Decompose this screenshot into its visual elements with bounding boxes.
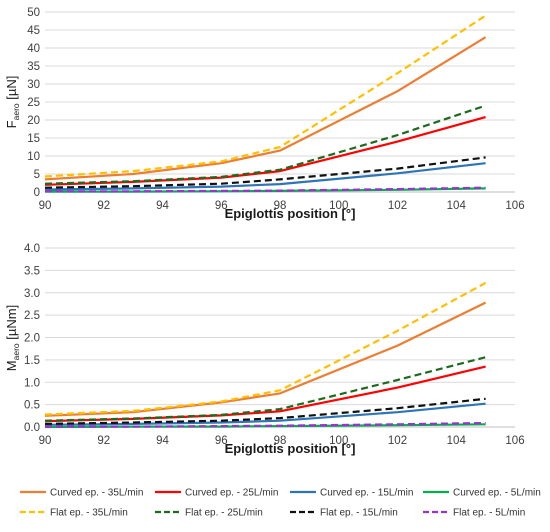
x-tick-label: 104: [447, 435, 467, 447]
y-tick-label: 3.0: [24, 288, 40, 300]
series-line-curved-ep-25l-min: [44, 116, 486, 186]
x-tick-label: 94: [156, 435, 169, 447]
y-axis-title: Faero [µN]: [4, 76, 21, 129]
legend-entry-label: Flat ep. - 5L/min: [453, 508, 525, 519]
x-tick-label: 102: [388, 200, 407, 212]
series-line-curved-ep-15l-min: [44, 402, 486, 426]
x-axis-title: Epiglottis position [°]: [225, 441, 356, 456]
y-tick-label: 3.5: [24, 265, 40, 277]
series-line-curved-ep-35l-min: [44, 301, 487, 417]
y-axis-title-unit: [µNm]: [4, 305, 19, 344]
y-tick-label: 4.0: [24, 243, 40, 255]
series-line-flat-ep-35l-min: [44, 281, 487, 416]
y-axis-title-subscript: aero: [11, 343, 21, 360]
y-tick-label: 0: [34, 187, 40, 199]
y-tick-label: 10: [27, 151, 40, 163]
x-tick-label: 104: [447, 200, 467, 212]
x-tick-label: 98: [274, 435, 287, 447]
series-line-flat-ep-15l-min: [44, 156, 486, 189]
y-tick-label: 35: [27, 61, 40, 73]
y-axis-title: Maero [µNm]: [4, 305, 21, 371]
x-tick-label: 90: [39, 200, 52, 212]
x-axis-title: Epiglottis position [°]: [225, 206, 356, 221]
y-tick-label: 15: [27, 133, 40, 145]
x-tick-label: 90: [39, 435, 52, 447]
x-tick-label: 96: [215, 200, 228, 212]
x-tick-label: 92: [97, 435, 110, 447]
y-tick-label: 20: [27, 115, 40, 127]
x-tick-label: 102: [388, 435, 407, 447]
y-tick-label: 2.5: [24, 310, 40, 322]
legend: Curved ep. - 35L/min Curved ep. - 25L/min…: [20, 488, 541, 519]
x-tick-label: 100: [329, 435, 348, 447]
x-tick-label: 106: [505, 435, 524, 447]
series-line-curved-ep-35l-min: [44, 36, 487, 181]
y-tick-label: 40: [27, 43, 40, 55]
y-tick-label: 5: [34, 169, 40, 181]
x-tick-label: 92: [97, 200, 110, 212]
y-tick-label: 0.0: [24, 422, 40, 434]
legend-entry-label: Curved ep. - 25L/min: [185, 488, 278, 499]
x-tick-label: 106: [505, 200, 524, 212]
y-tick-label: 1.0: [24, 377, 40, 389]
y-tick-label: 50: [27, 7, 40, 19]
legend-entry-label: Curved ep. - 15L/min: [320, 488, 413, 499]
series-line-curved-ep-15l-min: [44, 162, 486, 191]
x-tick-label: 94: [156, 200, 169, 212]
x-tick-label: 98: [274, 200, 287, 212]
y-axis-title-main: F: [4, 120, 19, 128]
legend-entry-label: Curved ep. - 35L/min: [50, 488, 143, 499]
y-axis-title-unit: [µN]: [4, 76, 19, 104]
y-tick-label: 45: [27, 25, 40, 37]
x-tick-label: 100: [329, 200, 348, 212]
y-tick-label: 30: [27, 79, 40, 91]
y-axis-title-main: M: [4, 360, 19, 371]
legend-entry-label: Curved ep. - 5L/min: [453, 488, 541, 499]
legend-entry-label: Flat ep. - 25L/min: [185, 508, 263, 519]
y-tick-label: 2.0: [24, 333, 40, 345]
series-line-curved-ep-25l-min: [44, 365, 486, 423]
y-tick-label: 1.5: [24, 355, 40, 367]
series-line-flat-ep-5l-min: [45, 421, 486, 428]
y-tick-label: 25: [27, 97, 40, 109]
legend-entry-label: Flat ep. - 15L/min: [320, 508, 398, 519]
x-tick-label: 96: [215, 435, 228, 447]
series-line-flat-ep-5l-min: [45, 186, 486, 193]
legend-entry-label: Flat ep. - 35L/min: [50, 508, 128, 519]
y-axis-title-subscript: aero: [11, 103, 21, 120]
series-line-flat-ep-35l-min: [44, 14, 487, 178]
chart-aerodynamic-moment: 0.0 0.5 1.0 1.5 2.0 2.5 3.0 3.5 4.0 90 92 94 96 98 100…: [4, 243, 525, 456]
series-line-flat-ep-15l-min: [44, 397, 486, 425]
chart-aerodynamic-force: 0 5 10 15 20 25 30 35 40 45 50 90 92 94 96 98 100 102 104 1…: [4, 7, 525, 221]
y-tick-label: 0.5: [24, 400, 40, 412]
